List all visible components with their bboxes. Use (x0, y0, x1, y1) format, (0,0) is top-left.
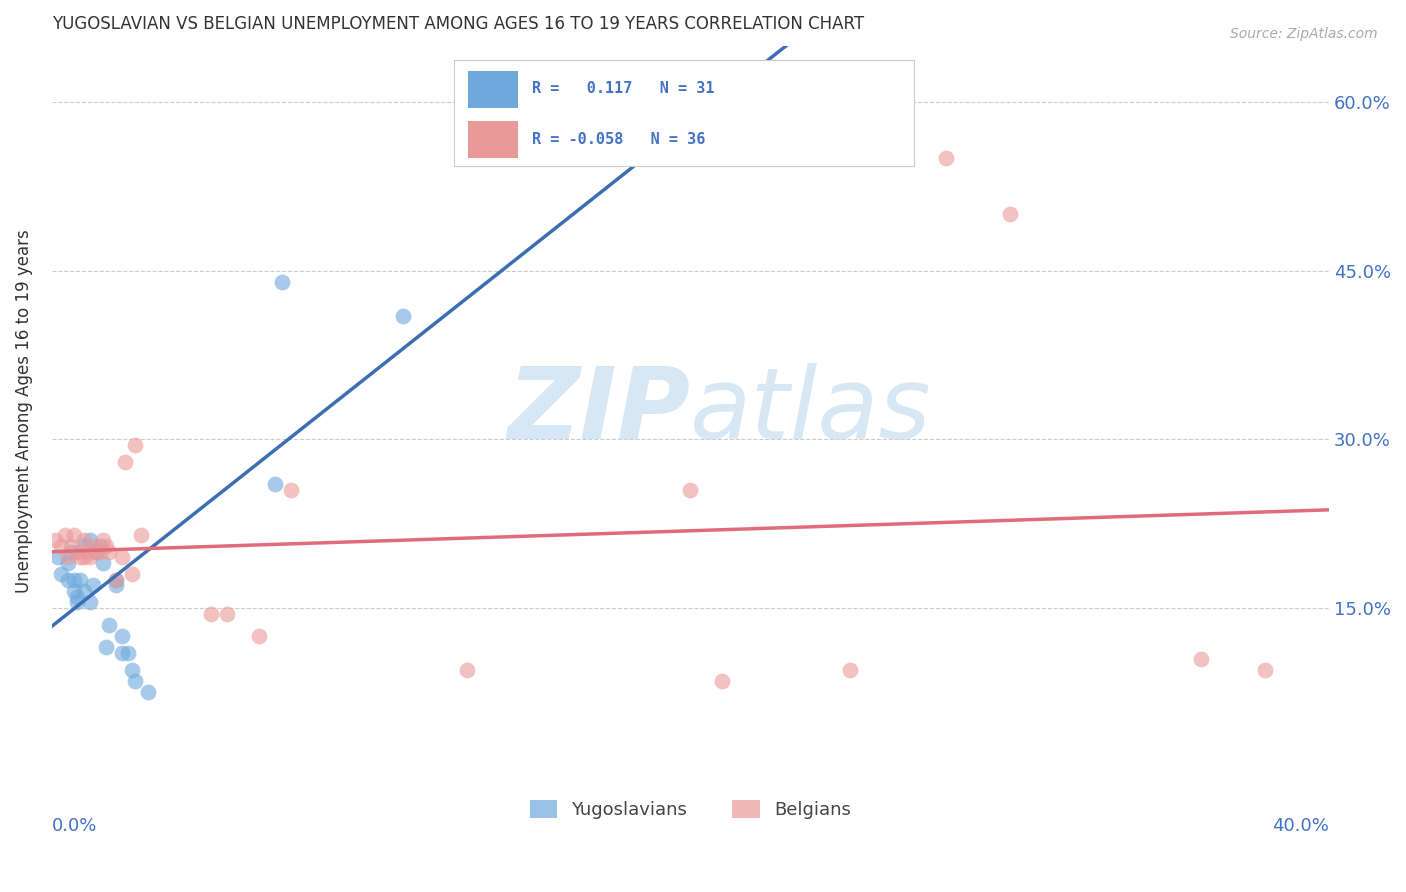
Point (91, 556, 114, 570)
Point (270, 275, 292, 289)
Point (56, 573, 79, 587)
Text: 0.0%: 0.0% (52, 817, 97, 835)
Text: YUGOSLAVIAN VS BELGIAN UNEMPLOYMENT AMONG AGES 16 TO 19 YEARS CORRELATION CHART: YUGOSLAVIAN VS BELGIAN UNEMPLOYMENT AMON… (52, 15, 863, 33)
Point (839, 663, 862, 677)
Point (247, 629, 270, 643)
Point (44, 533, 66, 548)
Point (94, 640, 117, 655)
Point (56, 556, 79, 570)
Text: Source: ZipAtlas.com: Source: ZipAtlas.com (1230, 27, 1378, 41)
Legend: Yugoslavians, Belgians: Yugoslavians, Belgians (523, 792, 858, 826)
Point (711, 673, 734, 688)
Text: 40.0%: 40.0% (1272, 817, 1329, 835)
Point (200, 607, 222, 621)
Point (79, 533, 101, 548)
Point (129, 528, 152, 542)
Point (63, 584, 86, 599)
Point (51, 539, 73, 553)
Point (66, 590, 89, 604)
Point (104, 578, 127, 592)
Point (98, 617, 121, 632)
Point (280, 483, 302, 497)
Point (69, 573, 91, 587)
Point (63, 528, 86, 542)
Point (89, 539, 111, 553)
Point (111, 550, 134, 565)
Point (73, 539, 96, 553)
Point (98, 545, 121, 559)
Point (1254, 663, 1277, 677)
Point (66, 545, 89, 559)
Point (59, 545, 82, 559)
Point (136, 685, 159, 699)
Point (114, 455, 136, 469)
Point (1189, 651, 1212, 665)
Point (679, 483, 702, 497)
Point (104, 573, 127, 587)
Point (217, 607, 239, 621)
Point (86, 545, 108, 559)
Point (73, 533, 96, 548)
Point (111, 646, 134, 660)
Point (264, 477, 287, 491)
Point (998, 207, 1021, 221)
Y-axis label: Unemployment Among Ages 16 to 19 years: Unemployment Among Ages 16 to 19 years (15, 229, 32, 593)
Point (63, 573, 86, 587)
Point (89, 545, 111, 559)
Point (66, 595, 89, 609)
Point (73, 550, 96, 565)
Point (46, 550, 69, 565)
Point (121, 567, 143, 582)
Point (935, 151, 957, 165)
Point (79, 550, 101, 565)
Point (104, 573, 127, 587)
Point (69, 550, 91, 565)
Point (56, 550, 79, 565)
Point (124, 673, 146, 688)
Point (82, 539, 104, 553)
Point (392, 309, 415, 323)
Point (91, 533, 114, 548)
Point (111, 629, 134, 643)
Point (117, 646, 139, 660)
Point (94, 539, 117, 553)
Point (456, 663, 478, 677)
Point (73, 584, 96, 599)
Text: atlas: atlas (690, 363, 932, 459)
Point (121, 663, 143, 677)
Point (76, 545, 98, 559)
Point (124, 438, 146, 452)
Point (86, 545, 108, 559)
Point (79, 595, 101, 609)
Text: ZIP: ZIP (508, 363, 690, 459)
Point (82, 578, 104, 592)
Point (53, 528, 76, 542)
Point (51, 567, 73, 582)
Point (59, 539, 82, 553)
